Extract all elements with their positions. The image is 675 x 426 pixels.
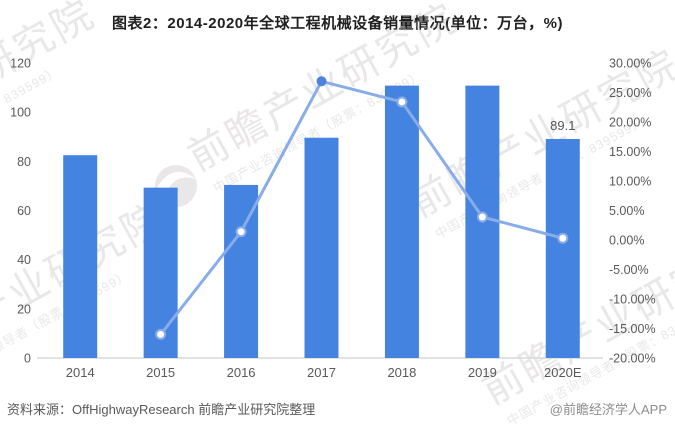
bar-2020E — [545, 138, 580, 358]
right-axis-tick: 5.00% — [609, 204, 644, 218]
right-axis-tick: -10.00% — [609, 293, 656, 307]
right-axis-tick: 25.00% — [609, 86, 651, 100]
right-axis-tick: -15.00% — [609, 322, 656, 336]
data-source-note: 资料来源：OffHighwayResearch 前瞻产业研究院整理 — [7, 402, 316, 417]
x-axis-label-2017: 2017 — [307, 365, 336, 380]
x-axis-label-2016: 2016 — [227, 365, 256, 380]
x-axis-label-2020E: 2020E — [544, 365, 582, 380]
right-axis-tick: 0.00% — [609, 234, 644, 248]
data-label-2020E: 89.1 — [550, 118, 575, 133]
left-axis-tick: 80 — [17, 155, 31, 169]
x-axis-label-2015: 2015 — [146, 365, 175, 380]
line-marker-2018 — [396, 96, 408, 108]
left-axis-tick: 0 — [24, 352, 31, 366]
line-marker-2016 — [235, 226, 247, 238]
left-axis-tick: 40 — [17, 253, 31, 267]
line-marker-2019 — [476, 211, 488, 223]
left-axis-tick: 120 — [10, 57, 31, 71]
publisher-credit: @前瞻经济学人APP — [549, 402, 667, 417]
bar-2017 — [304, 137, 339, 358]
right-axis-tick: -20.00% — [609, 352, 656, 366]
bar-2016 — [224, 184, 259, 358]
left-axis-tick: 100 — [10, 106, 31, 120]
bar-2018 — [384, 85, 419, 358]
right-axis-tick: -5.00% — [609, 263, 649, 277]
right-axis-tick: 30.00% — [609, 57, 651, 71]
line-marker-2015 — [155, 328, 167, 340]
left-axis-tick: 20 — [17, 302, 31, 316]
bar-2014 — [63, 155, 98, 358]
x-axis-label-2014: 2014 — [66, 365, 95, 380]
chart-title: 图表2：2014-2020年全球工程机械设备销量情况(单位：万台，%) — [112, 15, 563, 32]
growth-line — [159, 79, 565, 336]
x-axis-label-2018: 2018 — [387, 365, 416, 380]
left-axis-tick: 60 — [17, 204, 31, 218]
line-marker-2017 — [316, 76, 327, 87]
svg-text:中国产业咨询领导者（股票：839599）: 中国产业咨询领导者（股票：839599） — [0, 63, 62, 191]
right-axis-tick: 10.00% — [609, 175, 651, 189]
x-axis-label-2019: 2019 — [468, 365, 497, 380]
right-axis-tick: 20.00% — [609, 116, 651, 130]
right-axis-tick: 15.00% — [609, 145, 651, 159]
line-marker-2020E — [557, 232, 569, 244]
